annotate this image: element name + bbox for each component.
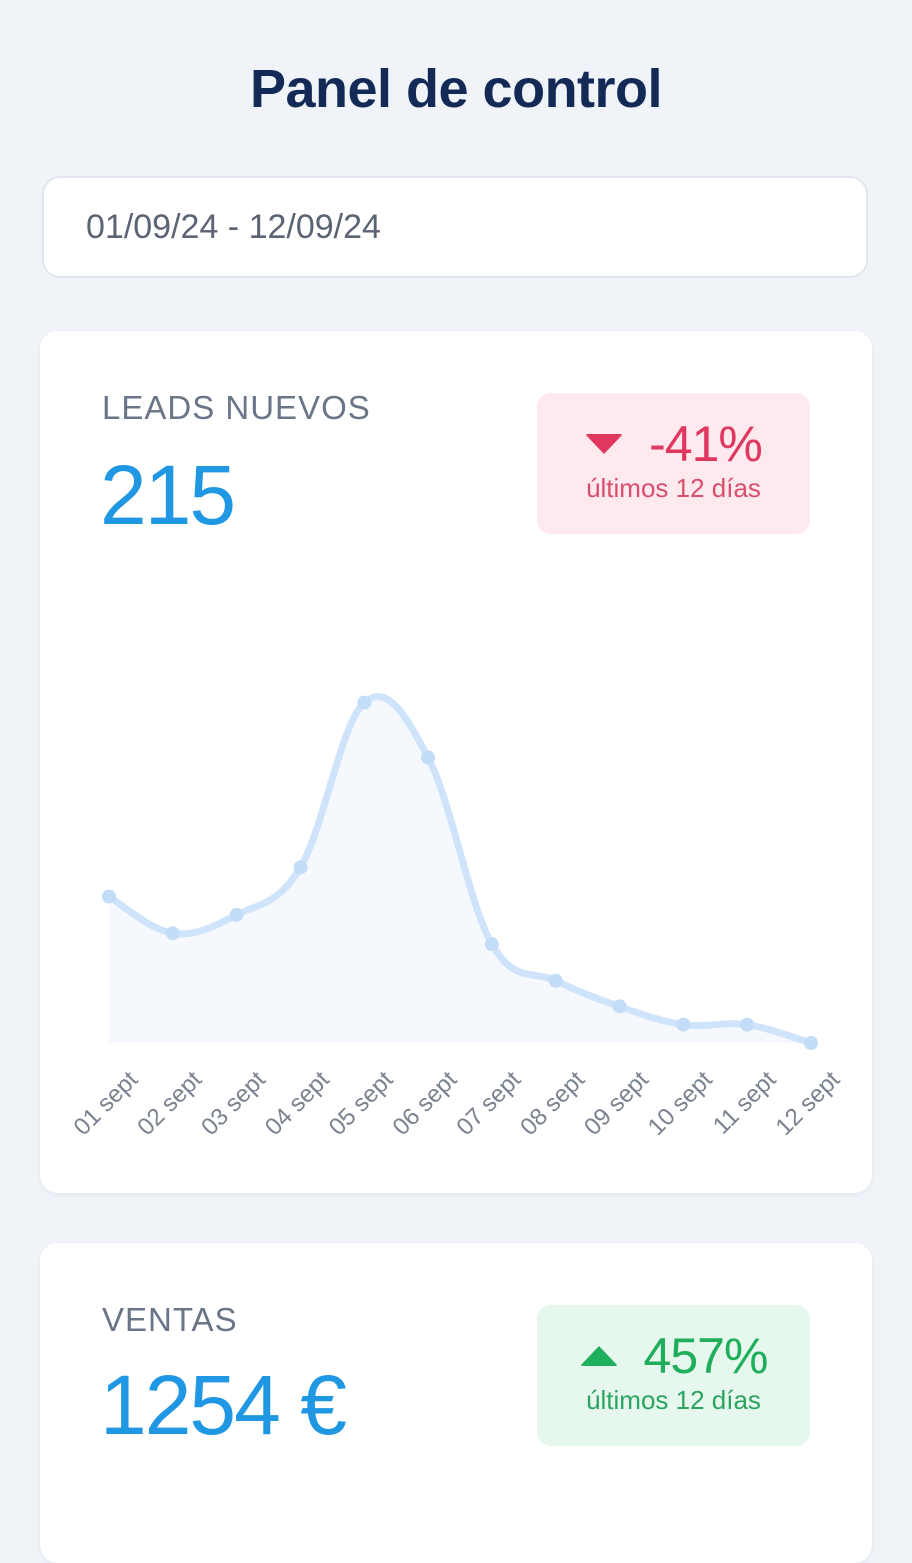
x-tick-label: 05 sept xyxy=(324,1066,399,1141)
leads-value: 215 xyxy=(100,448,236,542)
x-tick-label: 01 sept xyxy=(68,1066,143,1141)
sales-change-percent: 457% xyxy=(643,1328,769,1384)
chart-point xyxy=(102,889,116,904)
x-tick-label: 08 sept xyxy=(515,1066,590,1141)
sales-change-period: últimos 12 días xyxy=(586,1385,761,1415)
sales-value: 1254 € xyxy=(100,1358,347,1452)
chart-point xyxy=(357,695,372,710)
leads-change-period: últimos 12 días xyxy=(586,473,761,503)
x-tick-label: 04 sept xyxy=(260,1066,335,1141)
x-tick-label: 12 sept xyxy=(770,1066,845,1141)
chart-point xyxy=(804,1036,818,1050)
sales-card: VENTAS 1254 € 457% últimos 12 días xyxy=(40,1243,872,1563)
chart-point xyxy=(676,1017,691,1032)
chart-point xyxy=(421,750,436,765)
x-tick-label: 11 sept xyxy=(708,1066,782,1140)
trend-up-icon xyxy=(579,1346,618,1366)
chart-point xyxy=(293,860,308,875)
leads-change-percent: -41% xyxy=(649,416,763,472)
leads-change-badge: -41% últimos 12 días xyxy=(537,393,810,534)
x-tick-label: 09 sept xyxy=(579,1066,654,1141)
x-tick-label: 07 sept xyxy=(451,1066,526,1141)
leads-label: LEADS NUEVOS xyxy=(102,389,371,426)
chart-point xyxy=(612,999,627,1014)
trend-down-icon xyxy=(585,434,624,454)
x-tick-label: 02 sept xyxy=(132,1066,207,1141)
x-tick-label: 03 sept xyxy=(196,1066,271,1141)
sales-change-badge: 457% últimos 12 días xyxy=(537,1305,810,1446)
x-tick-label: 10 sept xyxy=(643,1066,718,1141)
chart-point xyxy=(740,1017,755,1032)
leads-card: LEADS NUEVOS 215 -41% últimos 12 días 01… xyxy=(40,331,872,1193)
chart-point xyxy=(484,937,499,952)
date-range-picker[interactable]: 01/09/24 - 12/09/24 xyxy=(42,176,868,278)
chart-area-fill xyxy=(109,696,811,1043)
chart-point xyxy=(229,907,244,922)
chart-point xyxy=(165,926,180,941)
chart-point xyxy=(548,973,563,988)
sales-label: VENTAS xyxy=(102,1301,238,1338)
date-range-value: 01/09/24 - 12/09/24 xyxy=(86,207,381,246)
page-title: Panel de control xyxy=(249,59,663,119)
x-tick-label: 06 sept xyxy=(388,1066,463,1141)
